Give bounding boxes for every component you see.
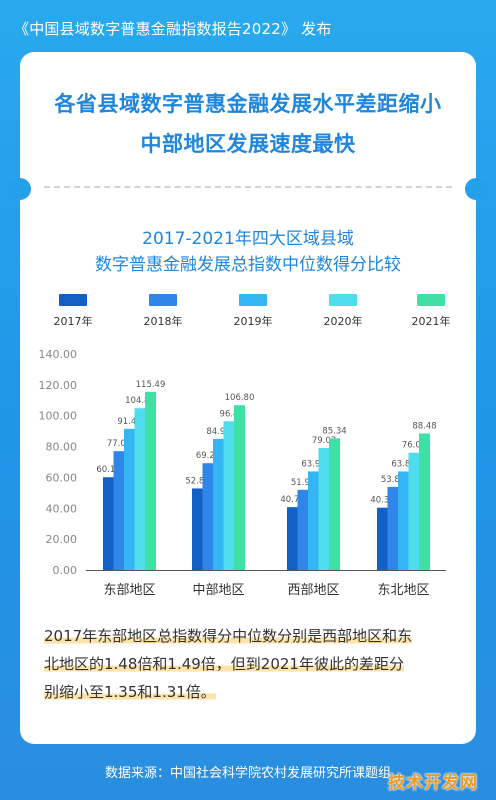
legend-swatch-2020 [329, 294, 357, 306]
bar [145, 391, 156, 570]
bar-group: 40.39 53.83 63.87 76.01 88.48 [370, 421, 437, 570]
bar-value-label: 106.80 [225, 393, 255, 403]
report-title: 《中国县域数字普惠金融指数报告2022》 发布 [14, 20, 332, 38]
bar [223, 421, 235, 570]
y-tick-label: 100.00 [39, 410, 78, 423]
bar-value-label: 52.87 [185, 476, 209, 486]
bar [124, 428, 135, 570]
bar-value-label: 88.48 [412, 421, 436, 431]
bar-value-label: 77.00 [107, 439, 131, 449]
bar-value-label: 79.07 [312, 436, 336, 446]
bar-group: 60.14 77.00 91.49 104.84 115.49 [96, 380, 165, 570]
bar [234, 405, 245, 570]
bar-value-label: 84.98 [206, 427, 230, 437]
bar [202, 463, 214, 570]
bar [192, 488, 203, 570]
bar-groups: 60.14 77.00 91.49 104.84 115.49 52.87 69.22 84.… [96, 380, 437, 570]
legend-swatch-2017 [59, 294, 87, 306]
bar [113, 451, 125, 570]
x-axis: 东部地区 中部地区 西部地区 东北地区 [86, 570, 446, 598]
bar [103, 477, 114, 570]
bar-value-label: 69.22 [196, 451, 220, 461]
data-source: 数据来源：中国社会科学院农村发展研究所课题组 [104, 766, 391, 781]
bar-value-label: 96.4 [220, 409, 239, 419]
bar [408, 452, 420, 570]
bar [318, 448, 330, 570]
bar [297, 489, 309, 570]
dashed-divider [44, 186, 452, 188]
analysis-note: 2017年东部地区总指数得分中位数分别是西部地区和东 北地区的1.48倍和1.4… [44, 622, 464, 706]
bar-value-label: 115.49 [136, 380, 166, 390]
y-tick-label: 120.00 [39, 379, 78, 392]
note-line-2: 北地区的1.48倍和1.49倍，但到2021年彼此的差距分 [44, 655, 404, 673]
y-tick-label: 80.00 [46, 441, 78, 454]
legend-label-2021: 2021年 [411, 315, 451, 328]
bar [213, 438, 224, 570]
bar-value-label: 76.01 [402, 441, 426, 451]
bar-value-label: 53.83 [381, 475, 405, 485]
y-axis: 0.00 20.00 40.00 60.00 80.00 100.00 120.00 140.… [39, 348, 78, 577]
bar-value-label: 63.87 [391, 459, 415, 469]
watermark-logo: 技术开发网 [388, 773, 478, 793]
note-line-3: 别缩小至1.35和1.31倍。 [44, 683, 216, 701]
legend-swatch-2018 [149, 294, 177, 306]
bar [419, 433, 430, 570]
bar [134, 408, 146, 570]
legend-label-2019: 2019年 [233, 315, 273, 328]
bar-value-label: 85.34 [322, 426, 346, 436]
category-label: 东北地区 [377, 583, 429, 598]
bar [398, 471, 409, 570]
bar-value-label: 63.90 [301, 459, 325, 469]
y-tick-label: 20.00 [46, 533, 78, 546]
y-tick-label: 60.00 [46, 471, 78, 484]
legend-label-2018: 2018年 [143, 315, 183, 328]
chart-title-line-2: 数字普惠金融发展总指数中位数得分比较 [95, 255, 401, 275]
legend-label-2017: 2017年 [53, 315, 93, 328]
y-tick-label: 40.00 [46, 502, 78, 515]
bar-value-label: 91.49 [117, 417, 141, 427]
legend-swatch-2021 [417, 294, 445, 306]
headline-line-2: 中部地区发展速度最快 [140, 132, 356, 156]
y-tick-label: 0.00 [53, 564, 78, 577]
chart-title-line-1: 2017-2021年四大区域县域 [142, 229, 354, 249]
bar-value-label: 40.75 [280, 495, 304, 505]
category-label: 西部地区 [287, 583, 339, 598]
card-notch-right [465, 178, 487, 200]
category-label: 东部地区 [103, 583, 155, 598]
headline-line-1: 各省县域数字普惠金融发展水平差距缩小 [54, 92, 442, 116]
bar-value-label: 51.98 [291, 478, 315, 488]
bar [329, 438, 340, 570]
bar [377, 507, 388, 570]
bar-group: 52.87 69.22 84.98 96.4 106.80 [185, 393, 254, 570]
note-line-1: 2017年东部地区总指数得分中位数分别是西部地区和东 [44, 627, 413, 645]
legend-swatch-2019 [239, 294, 267, 306]
legend-label-2020: 2020年 [323, 315, 363, 328]
bar-chart: 0.00 20.00 40.00 60.00 80.00 100.00 120.00 140.… [39, 348, 446, 598]
bar-value-label: 40.39 [370, 496, 394, 506]
bar-value-label: 60.14 [96, 465, 120, 475]
bar [287, 507, 298, 570]
bar [387, 486, 399, 570]
y-tick-label: 140.00 [39, 348, 78, 361]
card-notch-left [9, 178, 31, 200]
bar [308, 471, 319, 570]
category-label: 中部地区 [192, 583, 244, 598]
bar-value-label: 104.84 [125, 396, 155, 406]
